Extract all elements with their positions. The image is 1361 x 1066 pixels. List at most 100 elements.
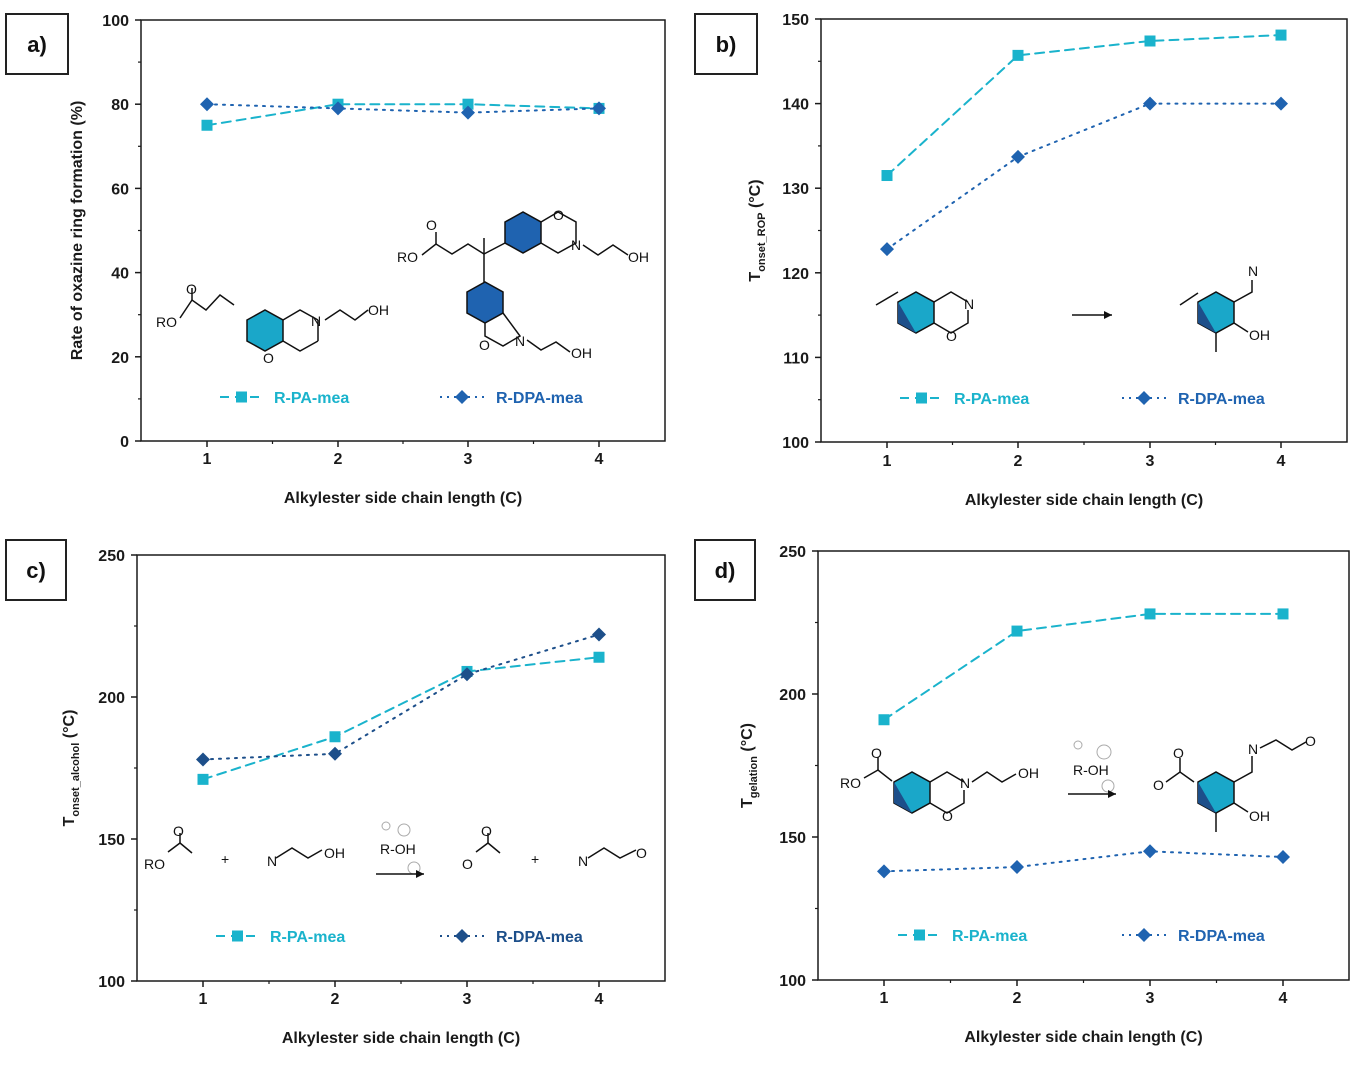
- data-point-square: [197, 773, 209, 785]
- chem-label: OH: [571, 345, 592, 361]
- x-tick-label: 3: [1146, 990, 1155, 1007]
- legend-marker-diamond: [455, 390, 469, 404]
- data-point-diamond: [877, 864, 891, 879]
- x-axis-title: Alkylester side chain length (C): [964, 1029, 1202, 1046]
- data-point-square: [878, 714, 890, 726]
- y-axis-title-sub: gelation: [748, 756, 760, 798]
- y-tick-label: 100: [782, 435, 809, 452]
- y-tick-label: 150: [98, 832, 125, 849]
- data-point-square: [201, 119, 213, 131]
- chem-label: O: [186, 281, 197, 297]
- y-tick-label: 20: [111, 350, 129, 367]
- y-tick-label: 80: [111, 97, 129, 114]
- y-axis-title: Tonset_alcohol (°C): [61, 710, 82, 827]
- chem-label: +: [531, 851, 539, 867]
- chem-label: OH: [324, 845, 345, 861]
- data-point-diamond: [196, 752, 210, 767]
- x-axis-title: Alkylester side chain length (C): [284, 490, 522, 507]
- data-point-diamond: [1011, 149, 1025, 164]
- chem-label: OH: [628, 249, 649, 265]
- y-tick-label: 100: [102, 13, 129, 30]
- legend-marker-square: [914, 929, 925, 941]
- legend-label: R-DPA-mea: [496, 390, 583, 407]
- data-point-diamond: [1010, 860, 1024, 875]
- x-tick-label: 1: [203, 451, 212, 468]
- plot-frame: [136, 554, 666, 982]
- data-point-diamond: [1143, 96, 1157, 111]
- legend-label: R-PA-mea: [952, 928, 1027, 945]
- chart-panel-a: a) 0 20 40 60 80 100 1 2 3 4 Alkylester side chain …: [5, 13, 666, 507]
- structure-b: N O N OH: [875, 263, 1270, 352]
- data-point-diamond: [880, 242, 894, 257]
- chem-label: O: [871, 745, 882, 761]
- y-axis-title-sub: onset_alcohol: [70, 743, 82, 817]
- data-point-diamond: [328, 746, 342, 761]
- y-tick-label: 0: [120, 434, 129, 451]
- data-point-diamond: [1274, 96, 1288, 111]
- y-tick-label: 60: [111, 181, 129, 198]
- panel-label-box: [694, 539, 756, 601]
- y-axis-title-unit: (°C): [61, 710, 78, 743]
- series-line-R-PA-mea: [886, 34, 1282, 177]
- y-tick-label: 130: [782, 181, 809, 198]
- chem-label: R-OH: [1073, 762, 1109, 778]
- y-tick-label: 120: [782, 266, 809, 283]
- panel-label: b): [716, 32, 737, 57]
- x-axis-title: Alkylester side chain length (C): [965, 492, 1203, 509]
- data-point-diamond: [461, 105, 475, 120]
- data-point-square: [1277, 608, 1289, 620]
- data-point-diamond: [331, 101, 345, 116]
- chem-label: +: [221, 851, 229, 867]
- data-point-square: [329, 731, 341, 743]
- x-tick-label: 3: [1146, 453, 1155, 470]
- x-tick-label: 2: [331, 991, 340, 1008]
- data-point-square: [1144, 35, 1156, 47]
- x-tick-label: 2: [1013, 990, 1022, 1007]
- chart-panel-c: c) 100 150 200 250 1 2 3 4 Alkylester side chain …: [5, 539, 666, 1047]
- data-point-square: [1012, 49, 1024, 61]
- y-axis-title-unit: (°C): [739, 723, 756, 756]
- x-axis-title: Alkylester side chain length (C): [282, 1030, 520, 1047]
- chem-label: R-OH: [380, 841, 416, 857]
- y-tick-label: 100: [98, 974, 125, 991]
- x-tick-label: 1: [883, 453, 892, 470]
- chem-label: N: [1248, 741, 1258, 757]
- legend-label: R-PA-mea: [274, 390, 349, 407]
- data-point-diamond: [1143, 844, 1157, 859]
- y-axis-title-main: T: [739, 798, 756, 808]
- plot-frame: [820, 18, 1348, 443]
- chem-label: N: [964, 296, 974, 312]
- legend-label: R-PA-mea: [954, 391, 1029, 408]
- data-point-diamond: [200, 97, 214, 112]
- data-point-diamond: [460, 667, 474, 682]
- y-tick-label: 250: [779, 544, 806, 561]
- panel-label: c): [26, 558, 46, 583]
- chem-label: O: [636, 845, 647, 861]
- legend-label: R-DPA-mea: [496, 929, 583, 946]
- legend-label: R-DPA-mea: [1178, 391, 1265, 408]
- chem-label: O: [1153, 777, 1164, 793]
- x-tick-label: 1: [199, 991, 208, 1008]
- x-tick-label: 4: [595, 991, 604, 1008]
- series-line-R-DPA-mea: [202, 633, 600, 761]
- y-axis-title: Tonset_ROP (°C): [747, 179, 768, 281]
- x-tick-label: 3: [463, 991, 472, 1008]
- x-tick-label: 2: [1014, 453, 1023, 470]
- legend-marker-square: [236, 391, 247, 403]
- chem-label: O: [479, 337, 490, 353]
- chem-label: N: [578, 853, 588, 869]
- chem-label: N: [311, 313, 321, 329]
- panel-label-box: [694, 13, 758, 75]
- chem-label: RO: [840, 775, 861, 791]
- y-axis-title-unit: (°C): [747, 179, 764, 212]
- series-line-R-PA-mea: [202, 656, 600, 781]
- chem-label: N: [1248, 263, 1258, 279]
- chem-label: O: [946, 328, 957, 344]
- data-point-square: [593, 651, 605, 663]
- chem-label: N: [571, 237, 581, 253]
- chart-panel-d: d) 100 150 200 250 1 2 3 4 Alkylester side chain …: [694, 539, 1350, 1046]
- chem-label: O: [426, 217, 437, 233]
- structure-c: RO O + N OH R-OH O O + N O: [144, 821, 647, 878]
- y-axis-title-main: T: [747, 272, 764, 282]
